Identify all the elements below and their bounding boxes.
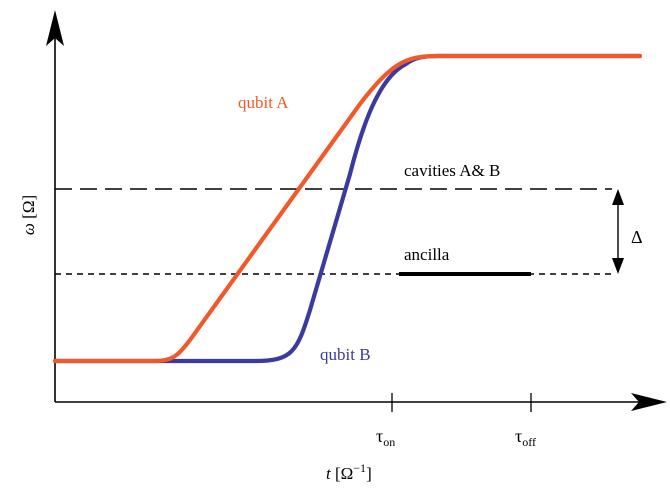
cavities-label: cavities A& B (404, 161, 500, 180)
qubit-b-curve (52, 53, 643, 364)
ancilla-label: ancilla (404, 245, 450, 264)
delta-label: Δ (631, 227, 643, 247)
qubit-a-label: qubit A (238, 93, 289, 112)
x-axis-label: t [Ω−1] (326, 461, 372, 483)
delta-arrow-down (612, 258, 624, 274)
y-axis-label: ω [Ω] (19, 195, 38, 235)
tau-off-label: τoff (515, 426, 536, 449)
tau-on-label: τon (376, 426, 395, 449)
delta-arrow-up (612, 189, 624, 205)
qubit-b-label: qubit B (320, 345, 371, 364)
qubit-a-curve (52, 53, 643, 364)
x-axis-arrowhead (631, 393, 667, 411)
y-axis-arrowhead (46, 10, 64, 46)
